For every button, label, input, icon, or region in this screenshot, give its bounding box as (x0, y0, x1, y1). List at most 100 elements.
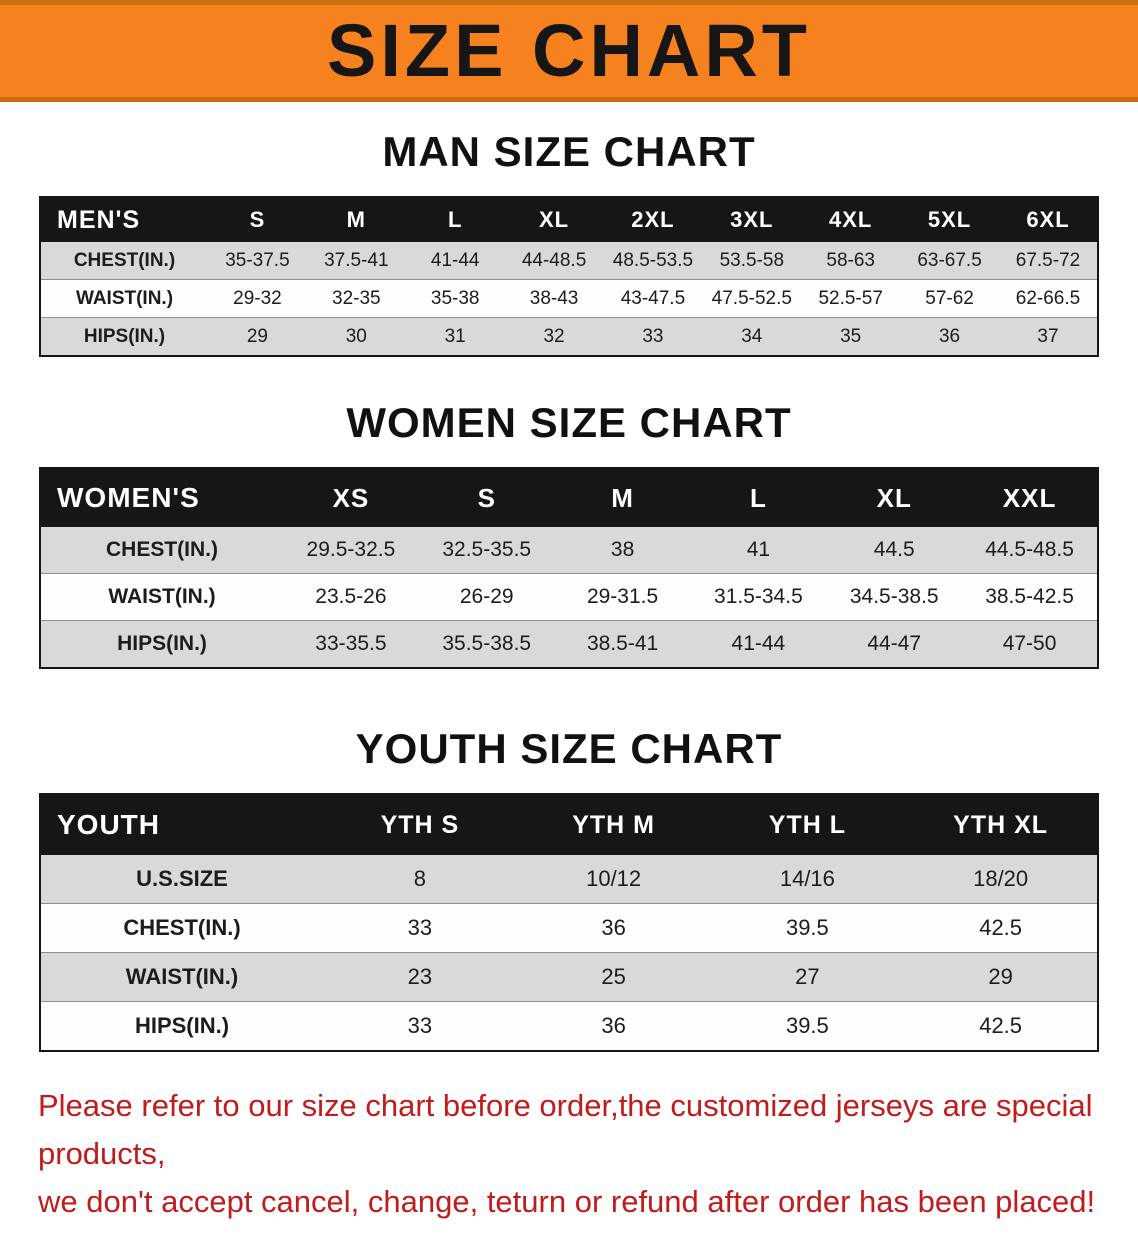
size-value: 67.5-72 (1015, 249, 1081, 271)
size-value: 33 (323, 903, 517, 953)
size-value: 42.5 (904, 903, 1098, 953)
size-value: 26-29 (418, 573, 555, 621)
size-value: 37.5-41 (324, 249, 389, 271)
size-value: 37 (999, 317, 1098, 356)
size-column-header: YTH XL (904, 794, 1098, 855)
size-value: 27 (710, 952, 905, 1002)
size-value: 63-67.5 (917, 249, 982, 271)
banner: SIZE CHART (0, 0, 1138, 102)
men-corner-label: MEN'S (40, 197, 208, 242)
row-label: WAIST(IN.) (40, 952, 323, 1002)
size-value: 35.5-38.5 (418, 620, 555, 668)
size-value: 44-48.5 (521, 249, 587, 271)
size-value: 48.5-53.5 (612, 249, 694, 271)
row-label: CHEST(IN.) (106, 538, 218, 561)
size-value: 39.5 (710, 903, 905, 953)
size-value: 31.5-34.5 (690, 573, 827, 621)
notice-line-2: we don't accept cancel, change, teturn o… (38, 1184, 1096, 1219)
size-column-header: 6XL (999, 197, 1098, 242)
size-value: 18/20 (973, 866, 1029, 891)
men-size-chart-section: MAN SIZE CHART MEN'S S M L XL 2XL 3XL 4XL 5XL 6XL C… (0, 128, 1138, 357)
size-value: 36 (516, 1001, 711, 1051)
size-value: 52.5-57 (801, 279, 901, 318)
size-value: 29 (904, 952, 1098, 1002)
size-column-header: M (554, 468, 691, 527)
row-label: HIPS(IN.) (40, 1001, 323, 1051)
size-value: 41-44 (430, 249, 480, 271)
size-column-header: YTH S (323, 794, 517, 855)
size-value: 36 (900, 317, 999, 356)
header-row: MEN'S S M L XL 2XL 3XL 4XL 5XL 6XL (40, 197, 1098, 242)
size-value: 10/12 (586, 866, 642, 891)
size-column-header: 3XL (702, 197, 802, 242)
row-label: HIPS(IN.) (40, 620, 283, 668)
size-value: 41-44 (690, 620, 827, 668)
size-value: 34.5-38.5 (826, 573, 963, 621)
table-row: CHEST(IN.) 29.5-32.5 32.5-35.5 38 41 44.5 44.5… (40, 527, 1098, 574)
notice-line-1: Please refer to our size chart before or… (38, 1088, 1093, 1171)
youth-corner-label: YOUTH (40, 794, 323, 855)
row-label: WAIST(IN.) (40, 279, 208, 318)
table-row: WAIST(IN.) 23 25 27 29 (40, 952, 1098, 1002)
size-value: 57-62 (900, 279, 999, 318)
size-value: 30 (306, 317, 406, 356)
table-row: HIPS(IN.) 33-35.5 35.5-38.5 38.5-41 41-44 44-… (40, 620, 1098, 668)
size-value: 41 (746, 538, 771, 561)
table-row: CHEST(IN.) 33 36 39.5 42.5 (40, 903, 1098, 953)
size-value: 47.5-52.5 (702, 279, 802, 318)
size-value: 39.5 (710, 1001, 905, 1051)
size-value: 33 (603, 317, 703, 356)
size-column-header: XL (504, 197, 604, 242)
table-row: U.S.SIZE 8 10/12 14/16 18/20 (40, 855, 1098, 904)
header-row: WOMEN'S XS S M L XL XXL (40, 468, 1098, 527)
size-value: 38-43 (504, 279, 604, 318)
header-row: YOUTH YTH S YTH M YTH L YTH XL (40, 794, 1098, 855)
size-value: 47-50 (962, 620, 1098, 668)
row-label: HIPS(IN.) (40, 317, 208, 356)
size-column-header: M (306, 197, 406, 242)
women-size-chart-section: WOMEN SIZE CHART WOMEN'S XS S M L XL XXL CHEST(I… (0, 399, 1138, 669)
row-label: CHEST(IN.) (73, 249, 176, 271)
size-column-header: 4XL (801, 197, 901, 242)
size-value: 32.5-35.5 (442, 538, 532, 561)
youth-chart-heading: YOUTH SIZE CHART (355, 725, 783, 772)
table-row: HIPS(IN.) 29 30 31 32 33 34 35 36 37 (40, 317, 1098, 356)
size-value: 44-47 (826, 620, 963, 668)
size-value: 38.5-42.5 (962, 573, 1098, 621)
size-column-header: XS (283, 468, 419, 527)
size-column-header: S (418, 468, 555, 527)
size-value: 33 (323, 1001, 517, 1051)
table-row: WAIST(IN.) 29-32 32-35 35-38 38-43 43-47.5 47.… (40, 279, 1098, 318)
size-column-header: L (690, 468, 827, 527)
size-value: 32-35 (306, 279, 406, 318)
size-value: 25 (516, 952, 711, 1002)
size-column-header: 5XL (900, 197, 999, 242)
size-value: 29.5-32.5 (306, 538, 396, 561)
size-value: 14/16 (779, 866, 835, 891)
size-value: 43-47.5 (603, 279, 703, 318)
size-column-header: XL (826, 468, 963, 527)
size-value: 36 (516, 903, 711, 953)
size-value: 62-66.5 (999, 279, 1098, 318)
size-column-header: S (208, 197, 307, 242)
sections-container: MAN SIZE CHART MEN'S S M L XL 2XL 3XL 4XL 5XL 6XL C… (0, 128, 1138, 1052)
size-column-header: XXL (962, 468, 1098, 527)
size-value: 38.5-41 (554, 620, 691, 668)
size-value: 29 (208, 317, 307, 356)
size-value: 35-37.5 (225, 249, 290, 271)
size-value: 31 (405, 317, 505, 356)
size-column-header: YTH L (710, 794, 905, 855)
size-value: 58-63 (826, 249, 875, 271)
women-chart-heading: WOMEN SIZE CHART (346, 399, 792, 446)
women-size-table: WOMEN'S XS S M L XL XXL CHEST(IN.) 29.5-32.5 32.5… (39, 467, 1099, 669)
table-row: CHEST(IN.) 35-37.5 37.5-41 41-44 44-48.5 48.5… (40, 242, 1098, 280)
page-title: SIZE CHART (327, 9, 811, 92)
row-label: U.S.SIZE (136, 866, 228, 891)
size-value: 29-32 (208, 279, 307, 318)
table-row: HIPS(IN.) 33 36 39.5 42.5 (40, 1001, 1098, 1051)
size-value: 33-35.5 (283, 620, 419, 668)
size-value: 32 (504, 317, 604, 356)
footer-notice: Please refer to our size chart before or… (38, 1082, 1100, 1226)
youth-size-chart-section: YOUTH SIZE CHART YOUTH YTH S YTH M YTH L YTH … (0, 725, 1138, 1052)
